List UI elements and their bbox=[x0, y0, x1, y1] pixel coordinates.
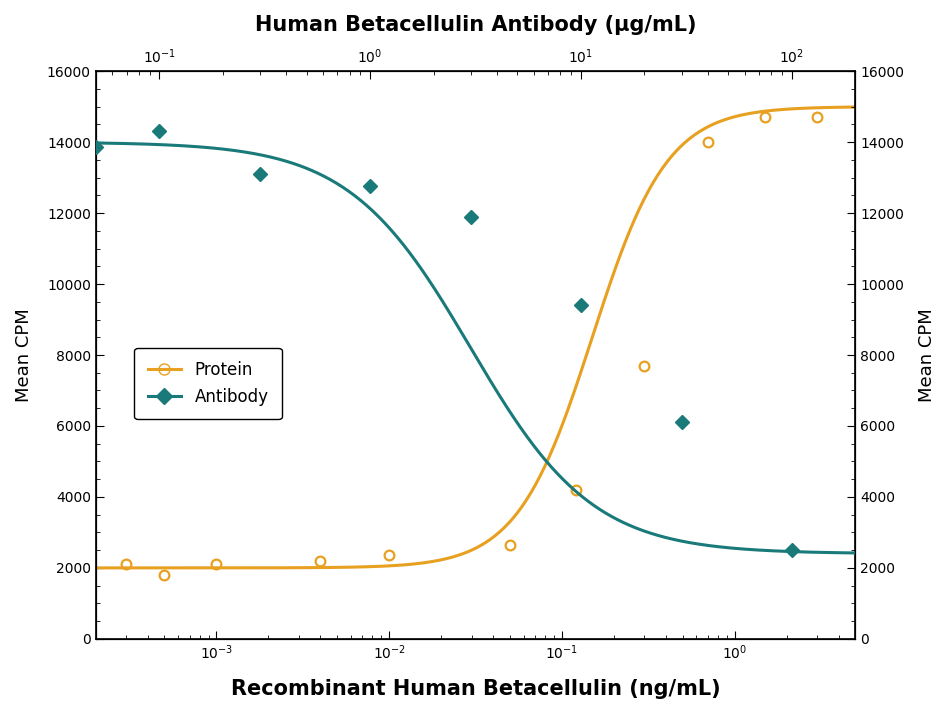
Legend: Protein, Antibody: Protein, Antibody bbox=[134, 348, 281, 419]
Y-axis label: Mean CPM: Mean CPM bbox=[15, 308, 33, 402]
X-axis label: Human Betacellulin Antibody (μg/mL): Human Betacellulin Antibody (μg/mL) bbox=[255, 15, 696, 35]
X-axis label: Recombinant Human Betacellulin (ng/mL): Recombinant Human Betacellulin (ng/mL) bbox=[231, 679, 720, 699]
Y-axis label: Mean CPM: Mean CPM bbox=[918, 308, 936, 402]
